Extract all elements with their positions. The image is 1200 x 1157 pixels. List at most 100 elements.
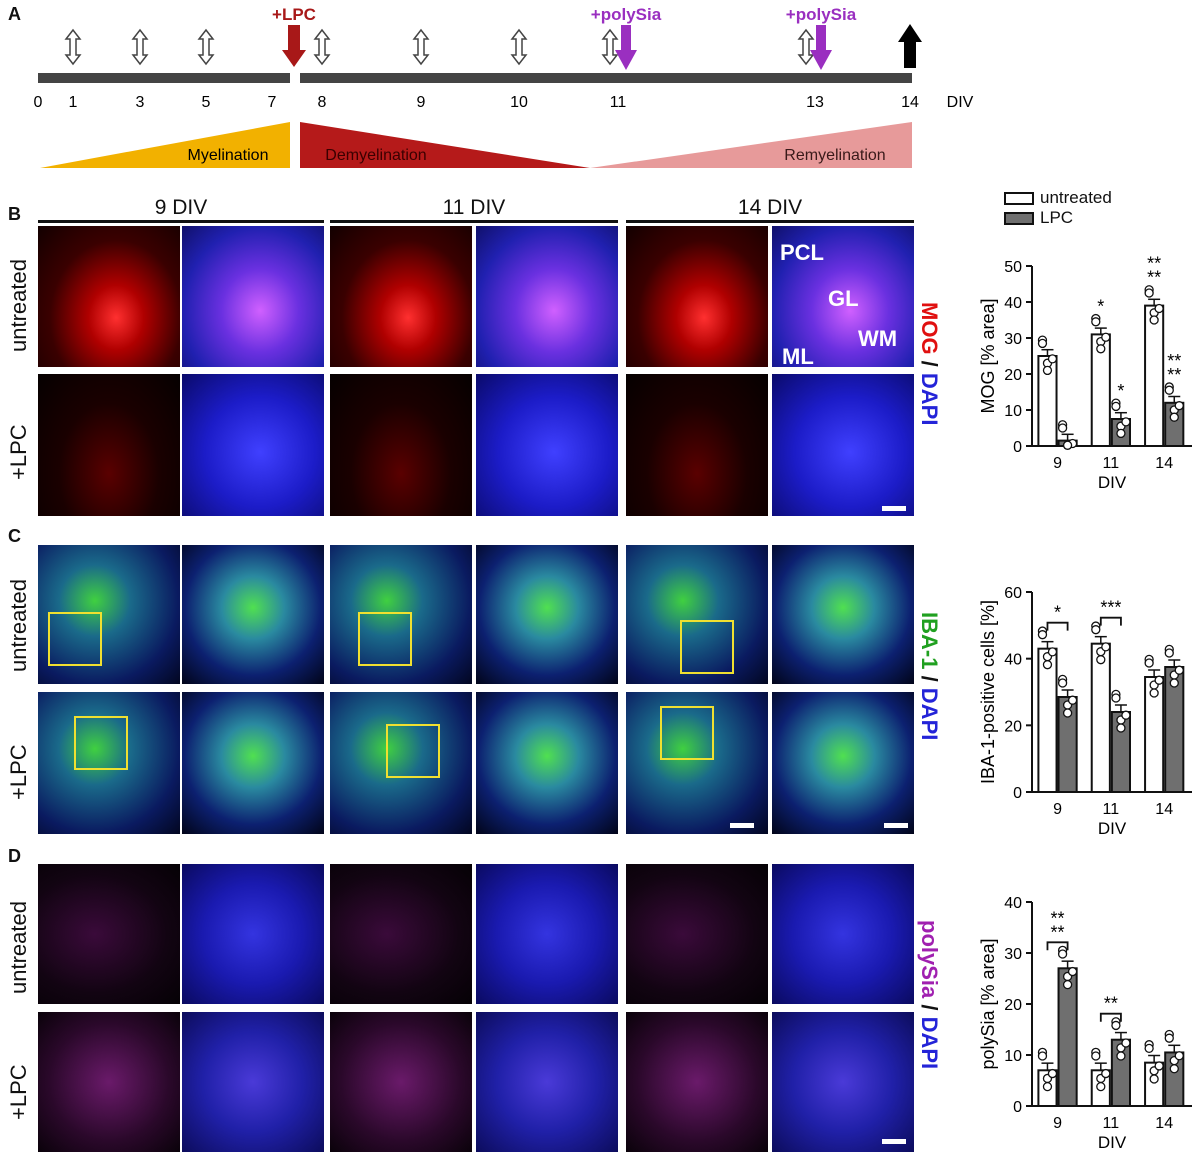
bar-untreated-14	[1144, 1061, 1165, 1107]
tick-11: 11	[610, 94, 627, 111]
y-tick-label: 10	[1004, 403, 1022, 420]
significance-marker: **	[1147, 254, 1161, 274]
micrograph-9div-merge-row3	[182, 545, 324, 684]
medium-change-icon	[198, 29, 214, 65]
data-point	[1096, 655, 1106, 665]
panel-label-a: A	[8, 4, 21, 24]
y-tick-label: 0	[1013, 439, 1022, 456]
data-point	[1144, 1043, 1154, 1054]
panel-label-c: C	[8, 526, 21, 546]
micrograph-11div-merge-row5	[476, 864, 618, 1004]
tick-0: 0	[34, 94, 43, 111]
significance-marker: **	[1147, 268, 1161, 288]
column-rule	[38, 220, 324, 223]
micrograph-14div-marker-row2	[626, 374, 768, 516]
tick-14: 14	[901, 94, 919, 111]
inset-box	[680, 620, 734, 674]
micrograph-9div-marker-row2	[38, 374, 180, 516]
data-point	[1121, 417, 1131, 427]
micrograph-14div-marker-row4	[626, 692, 768, 834]
data-point	[1111, 401, 1121, 412]
data-point	[1096, 344, 1106, 354]
micrograph-11div-merge-row2	[476, 374, 618, 516]
x-tick-label: 11	[1103, 801, 1120, 818]
data-point	[1067, 966, 1078, 977]
x-axis-label: DIV	[1098, 473, 1127, 492]
medium-change-icon	[798, 29, 814, 65]
medium-change-icon	[602, 29, 618, 65]
x-tick-label: 14	[1155, 801, 1173, 818]
micrograph-9div-marker-row3	[38, 545, 180, 684]
tick-1: 1	[69, 94, 78, 111]
stain-label-c: IBA-1 / DAPI	[917, 612, 942, 741]
x-tick-label: 11	[1103, 455, 1120, 472]
tick-7: 7	[268, 94, 277, 111]
legend-item-untreated: untreated	[1004, 188, 1112, 208]
data-point	[1174, 665, 1184, 675]
y-axis-label: polySia [% area]	[978, 938, 998, 1069]
tick-8: 8	[318, 94, 327, 111]
bar-untreated-14	[1144, 304, 1165, 447]
phase-remyelination: Remyelination	[784, 147, 885, 164]
data-point	[1062, 440, 1073, 450]
micrograph-9div-merge-row5	[182, 864, 324, 1004]
timeline-bar-left	[38, 73, 290, 83]
panel-label-b: B	[8, 204, 21, 224]
data-point	[1057, 423, 1068, 433]
data-point	[1164, 385, 1174, 395]
data-point	[1047, 354, 1058, 364]
data-point	[1144, 658, 1154, 668]
significance-marker: *	[1117, 381, 1124, 401]
legend-label-untreated: untreated	[1040, 188, 1112, 207]
y-tick-label: 10	[1004, 1048, 1022, 1065]
micrograph-14div-merge-row1	[772, 226, 914, 367]
inset-box	[660, 706, 714, 760]
row-label-untreated-b: untreated	[6, 259, 31, 352]
data-point	[1149, 688, 1159, 698]
y-tick-label: 0	[1013, 1099, 1022, 1116]
micrograph-14div-marker-row5	[626, 864, 768, 1004]
data-point	[1091, 317, 1101, 327]
data-point	[1144, 288, 1154, 298]
timeline-unit: DIV	[947, 94, 974, 111]
data-point	[1062, 979, 1073, 990]
micrograph-9div-merge-row4	[182, 692, 324, 834]
iba1-bar-chart: 0 20 40 60 IBA-1-positive cells [%] 9 11 14 DIV *…	[978, 585, 1192, 838]
y-tick-label: 20	[1004, 997, 1022, 1014]
column-header-11div: 11 DIV	[442, 196, 506, 219]
timeline-bar-right	[300, 73, 912, 83]
data-point	[1047, 1068, 1058, 1079]
data-point	[1169, 678, 1179, 688]
panel-label-d: D	[8, 846, 21, 866]
micrograph-11div-marker-row2	[330, 374, 472, 516]
y-axis-label: IBA-1-positive cells [%]	[978, 600, 998, 784]
medium-change-icon	[511, 29, 527, 65]
myelination-wedge	[40, 122, 290, 168]
chart-legend: untreated LPC	[1004, 188, 1112, 228]
row-label-lpc-c: +LPC	[6, 744, 31, 800]
data-point	[1101, 642, 1111, 652]
data-point	[1154, 303, 1164, 314]
data-point	[1116, 723, 1126, 733]
scale-bar	[884, 823, 908, 828]
data-point	[1042, 660, 1053, 670]
y-tick-label: 20	[1004, 718, 1022, 735]
significance-bracket	[1099, 1012, 1122, 1022]
x-tick-label: 9	[1053, 801, 1062, 818]
data-point	[1037, 1051, 1048, 1061]
medium-change-icon	[65, 29, 81, 65]
significance-marker: **	[1051, 922, 1065, 942]
significance-marker: **	[1051, 908, 1065, 928]
column-rule	[330, 220, 618, 223]
x-axis-label: DIV	[1098, 1133, 1127, 1152]
micrograph-14div-marker-row6	[626, 1012, 768, 1152]
inset-box	[386, 724, 440, 778]
micrograph-9div-marker-row4	[38, 692, 180, 834]
polysia-arrow-icon-2	[810, 25, 832, 70]
micrograph-14div-merge-row4	[772, 692, 914, 834]
data-point	[1121, 710, 1131, 720]
medium-change-icon	[314, 29, 330, 65]
remyelination-wedge	[590, 122, 912, 168]
tick-5: 5	[202, 94, 211, 111]
